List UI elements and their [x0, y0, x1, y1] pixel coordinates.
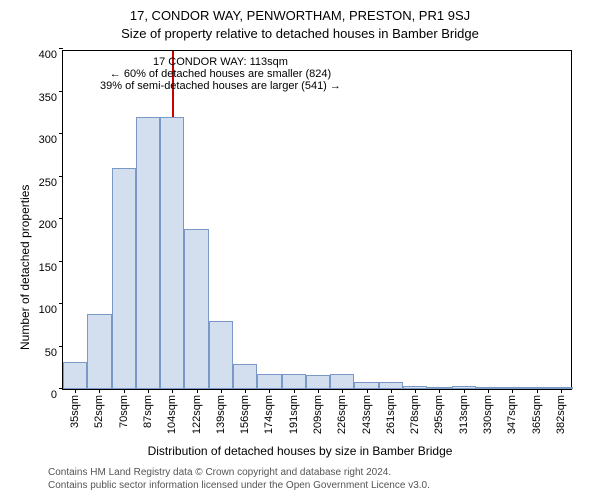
reference-annotation: 17 CONDOR WAY: 113sqm ← 60% of detached … [100, 56, 341, 92]
x-tick-label: 382sqm [555, 395, 567, 434]
y-tick-mark [59, 261, 63, 262]
title-subtitle: Size of property relative to detached ho… [0, 26, 600, 41]
x-tick-label: 104sqm [166, 395, 178, 434]
y-tick-mark [59, 303, 63, 304]
histogram-bar [63, 362, 87, 389]
title-address: 17, CONDOR WAY, PENWORTHAM, PRESTON, PR1… [0, 8, 600, 23]
y-tick-label: 400 [39, 49, 57, 61]
x-tick-mark [245, 389, 246, 393]
x-tick-mark [439, 389, 440, 393]
histogram-bar [282, 374, 306, 389]
x-tick-mark [99, 389, 100, 393]
y-tick-label: 50 [45, 347, 57, 359]
x-tick-mark [464, 389, 465, 393]
x-tick-mark [172, 389, 173, 393]
x-tick-mark [221, 389, 222, 393]
y-tick-mark [59, 48, 63, 49]
footer-line2: Contains public sector information licen… [48, 479, 430, 492]
x-tick-label: 365sqm [531, 395, 543, 434]
histogram-bar [209, 321, 233, 389]
x-tick-label: 191sqm [288, 395, 300, 434]
histogram-bar [136, 117, 160, 389]
histogram-bar [257, 374, 281, 389]
x-tick-mark [148, 389, 149, 393]
x-tick-label: 122sqm [191, 395, 203, 434]
x-tick-mark [415, 389, 416, 393]
x-axis-label: Distribution of detached houses by size … [0, 444, 600, 458]
y-tick-label: 300 [39, 134, 57, 146]
y-tick-label: 0 [51, 389, 57, 401]
x-tick-label: 330sqm [482, 395, 494, 434]
histogram-bar [306, 375, 330, 389]
y-axis-label: Number of detached properties [18, 185, 32, 350]
x-tick-mark [488, 389, 489, 393]
x-tick-mark [512, 389, 513, 393]
x-tick-mark [342, 389, 343, 393]
y-tick-mark [59, 133, 63, 134]
footer-line1: Contains HM Land Registry data © Crown c… [48, 466, 430, 479]
x-tick-label: 278sqm [409, 395, 421, 434]
histogram-bar [184, 229, 208, 389]
x-tick-mark [318, 389, 319, 393]
histogram-bar [112, 168, 136, 389]
x-tick-mark [561, 389, 562, 393]
x-tick-mark [124, 389, 125, 393]
y-tick-label: 350 [39, 92, 57, 104]
x-tick-mark [197, 389, 198, 393]
x-tick-label: 87sqm [142, 395, 154, 428]
y-tick-label: 200 [39, 219, 57, 231]
x-tick-label: 156sqm [239, 395, 251, 434]
y-tick-label: 100 [39, 304, 57, 316]
x-tick-label: 313sqm [458, 395, 470, 434]
annot-line3: 39% of semi-detached houses are larger (… [100, 80, 341, 92]
histogram-bar [330, 374, 354, 389]
annot-line2: ← 60% of detached houses are smaller (82… [100, 68, 341, 80]
x-tick-label: 243sqm [361, 395, 373, 434]
x-tick-mark [75, 389, 76, 393]
x-tick-mark [269, 389, 270, 393]
histogram-bar [379, 382, 403, 389]
footer-attribution: Contains HM Land Registry data © Crown c… [48, 466, 430, 492]
y-tick-label: 250 [39, 177, 57, 189]
x-tick-label: 70sqm [118, 395, 130, 428]
x-tick-mark [391, 389, 392, 393]
x-tick-mark [537, 389, 538, 393]
x-tick-mark [294, 389, 295, 393]
chart-plot-area: 05010015020025030035040035sqm52sqm70sqm8… [62, 50, 572, 390]
histogram-bar [160, 117, 184, 389]
x-tick-label: 226sqm [336, 395, 348, 434]
x-tick-label: 35sqm [69, 395, 81, 428]
histogram-bar [354, 382, 378, 389]
x-tick-mark [367, 389, 368, 393]
y-tick-label: 150 [39, 262, 57, 274]
x-tick-label: 52sqm [93, 395, 105, 428]
x-tick-label: 174sqm [263, 395, 275, 434]
x-tick-label: 261sqm [385, 395, 397, 434]
y-tick-mark [59, 91, 63, 92]
x-tick-label: 139sqm [215, 395, 227, 434]
histogram-bar [87, 314, 111, 389]
y-tick-mark [59, 176, 63, 177]
annot-line1: 17 CONDOR WAY: 113sqm [100, 56, 341, 68]
x-tick-label: 295sqm [433, 395, 445, 434]
x-tick-label: 209sqm [312, 395, 324, 434]
y-tick-mark [59, 346, 63, 347]
x-tick-label: 347sqm [506, 395, 518, 434]
histogram-bar [233, 364, 257, 390]
y-tick-mark [59, 218, 63, 219]
